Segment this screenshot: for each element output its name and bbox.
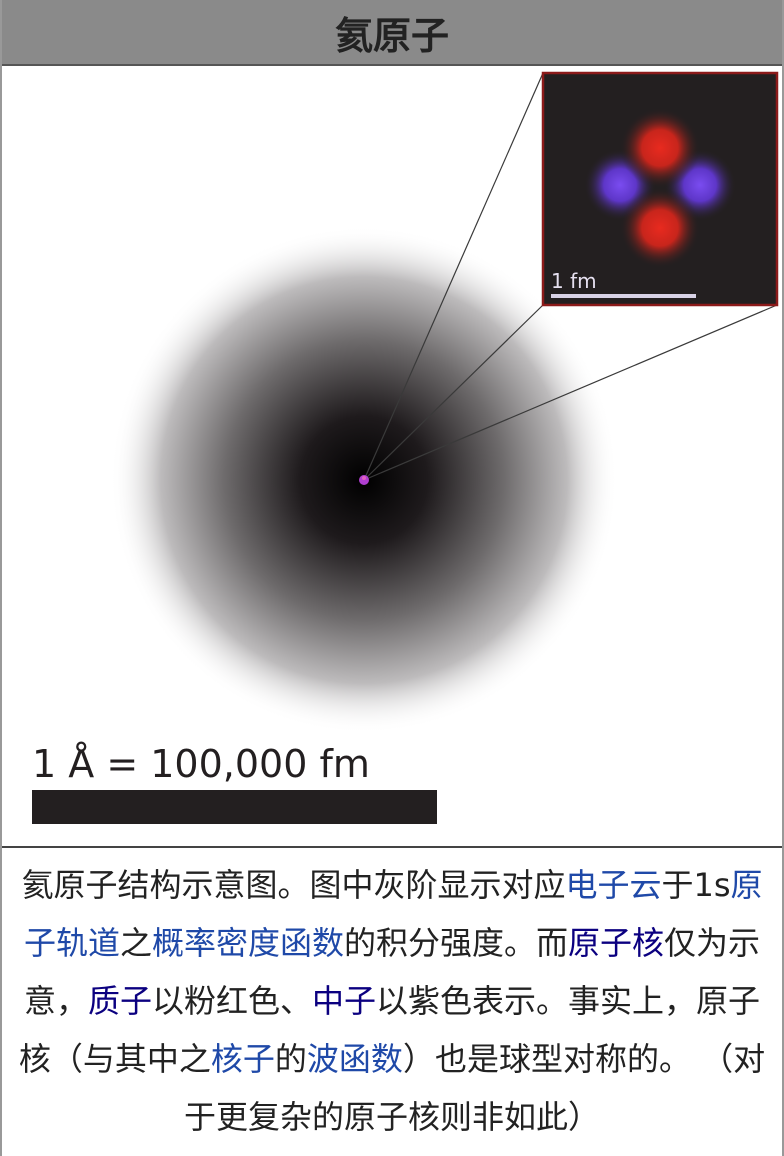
infobox-title: 氦原子 (2, 0, 782, 66)
link-atomic-nucleus[interactable]: 原子核 (568, 924, 665, 962)
link-wave-function[interactable]: 波函数 (306, 1040, 403, 1078)
inset-scale-bar (551, 294, 696, 298)
caption-text: 的积分强度。而 (344, 924, 569, 962)
inset-scale-label: 1 fm (551, 269, 597, 293)
nucleus-inset: 1 fm (541, 71, 779, 307)
helium-atom-diagram: 1 fm 1 Å = 100,000 fm (32, 71, 779, 824)
caption-text: 的 (274, 1040, 307, 1078)
link-nucleon[interactable]: 核子 (210, 1040, 275, 1078)
link-neutron[interactable]: 中子 (312, 982, 377, 1020)
scale-bar (32, 790, 437, 824)
caption-divider (2, 846, 782, 848)
caption-text: 氦原子结构示意图。图中灰阶显示对应 (21, 866, 566, 904)
caption-text: ）也是球型对称的。 （对于更复杂的原子核则非如此） (183, 1040, 766, 1136)
link-electron-cloud[interactable]: 电子云 (565, 866, 662, 904)
link-proton[interactable]: 质子 (87, 982, 152, 1020)
link-atomic-orbital[interactable]: 原子轨道 (23, 866, 763, 962)
caption-text: 以紫色表示。事实上，原子核（与其中之 (18, 982, 761, 1078)
link-probability-density[interactable]: 概率密度函数 (151, 924, 344, 962)
proton-bottom (620, 188, 700, 268)
proton-top (620, 108, 700, 188)
figure-caption: 氦原子结构示意图。图中灰阶显示对应电子云于1s原子轨道之概率密度函数的积分强度。… (8, 856, 776, 1146)
caption-text: 仅为示意， (23, 924, 761, 1020)
caption-text: 于1s (661, 866, 731, 904)
zoom-lines (363, 72, 778, 481)
caption-text: 以粉红色、 (151, 982, 312, 1020)
caption-text: 之 (119, 924, 152, 962)
scale-label: 1 Å = 100,000 fm (32, 742, 370, 786)
helium-atom-figure[interactable]: 1 fm 1 Å = 100,000 fm (2, 66, 782, 846)
